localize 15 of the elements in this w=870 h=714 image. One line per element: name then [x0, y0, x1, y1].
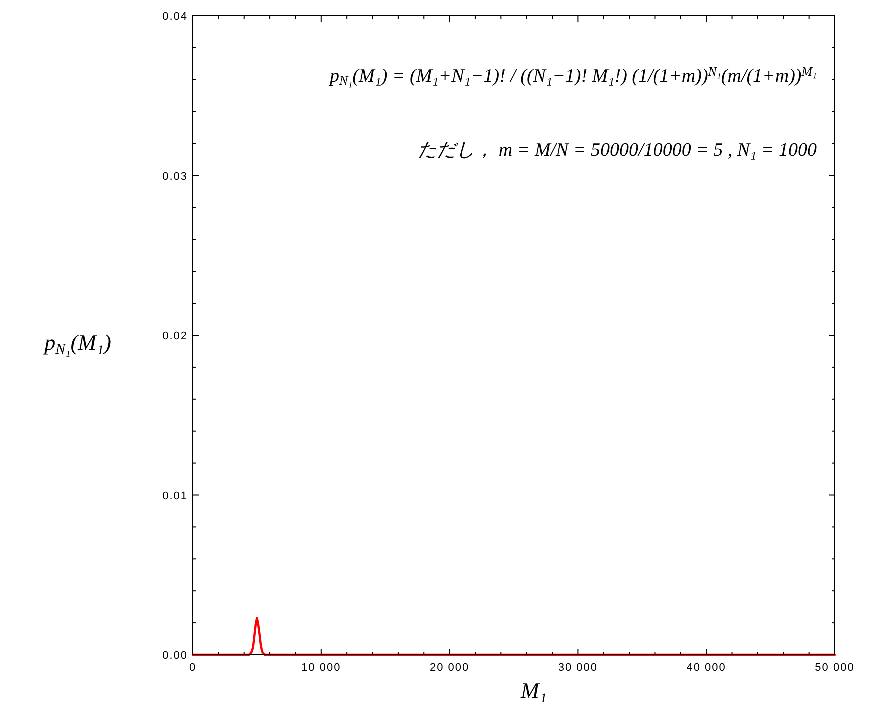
- x-tick-label: 50 000: [815, 662, 855, 674]
- y-tick-label: 0.04: [162, 11, 188, 23]
- x-tick-label: 10 000: [302, 662, 342, 674]
- y-axis-title: p$_{N₁}$(M₁): [42, 330, 112, 358]
- x-tick-label: 30 000: [558, 662, 598, 674]
- y-tick-label: 0.01: [162, 490, 188, 502]
- annotation: p$_{N₁}$(M₁) = (M₁+N₁−1)! / ((N₁−1)! M₁!) (1/(1+m))$^{N₁}$(m/(1+m))$^{M₁}$: [328, 64, 817, 88]
- x-axis-title: M₁: [520, 678, 547, 703]
- x-tick-label: 40 000: [686, 662, 726, 674]
- annotation: ただし， m = M/N = 50000/10000 = 5 , N₁ = 1000: [418, 140, 818, 161]
- x-tick-label: 20 000: [430, 662, 470, 674]
- y-tick-label: 0.02: [162, 330, 188, 342]
- x-tick-label: 0: [189, 662, 197, 674]
- y-tick-label: 0.00: [162, 650, 188, 662]
- y-tick-label: 0.03: [162, 170, 188, 183]
